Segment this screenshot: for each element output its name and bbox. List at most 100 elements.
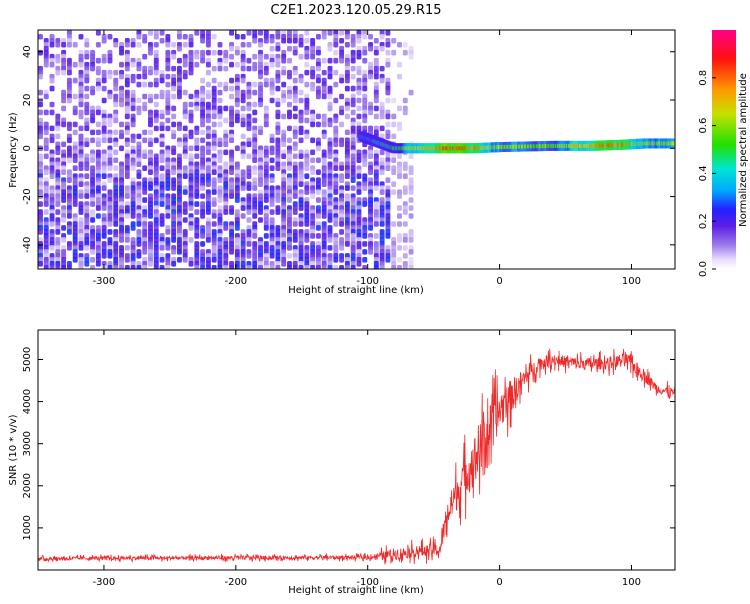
- spectrogram-cell: [217, 97, 223, 104]
- spectrogram-cell: [240, 133, 246, 140]
- snr-plot-area: [38, 330, 675, 570]
- figure-title: C2E1.2023.120.05.29.R15: [270, 3, 441, 18]
- spectrogram-cell: [379, 77, 385, 84]
- spectrogram-cell: [327, 217, 333, 223]
- spectrogram-cell: [55, 41, 61, 48]
- spectrogram-cell: [281, 97, 287, 104]
- spectrogram-cell: [124, 213, 130, 219]
- spectrogram-cell: [333, 49, 339, 56]
- snr-y-label: SNR (10 * v/v): [8, 414, 19, 485]
- spectrogram-x-ticks: -300 -200 -100 0 100: [93, 30, 641, 287]
- spectrogram-cell: [240, 105, 246, 112]
- spectrogram-cell: [240, 121, 246, 128]
- spectrogram-cell: [61, 265, 67, 269]
- spectrogram-cell: [176, 45, 182, 52]
- spectrogram-cell: [269, 137, 275, 144]
- spectrogram-cell: [119, 49, 124, 56]
- spectrogram-cell: [49, 61, 55, 68]
- spectrogram-cell: [240, 77, 246, 84]
- spectrogram-cell: [385, 165, 391, 172]
- spectrogram-cell: [61, 197, 67, 203]
- spectrogram-cell: [200, 121, 206, 128]
- spectrogram-cell: [211, 65, 217, 72]
- spectrogram-cell: [356, 97, 362, 104]
- colorbar-tick-label: 0.6: [698, 118, 709, 134]
- spectrogram-cell: [229, 169, 235, 175]
- spectrogram-cell: [211, 265, 217, 269]
- spectrogram-cell: [350, 65, 356, 72]
- spectrogram-cell: [43, 201, 49, 207]
- spectrogram-cell: [130, 105, 136, 112]
- spectrogram-cell: [315, 233, 321, 239]
- spectrogram-cell: [43, 129, 49, 136]
- spectrogram-cell: [234, 117, 240, 124]
- colorbar-tick-label: 0.8: [698, 70, 709, 86]
- spectrogram-cell: [385, 233, 391, 239]
- spectrogram-cell: [310, 193, 316, 199]
- spectrogram-cell: [38, 101, 43, 108]
- spectrogram-cell: [84, 245, 90, 251]
- spectrogram-cell: [159, 157, 165, 164]
- spectrogram-cell: [246, 209, 252, 215]
- spectrogram-cell: [165, 213, 171, 219]
- spectrogram-cell: [107, 265, 113, 269]
- spectrogram-cell: [211, 169, 217, 175]
- spectrogram-cell: [234, 197, 240, 203]
- spectrogram-cell: [275, 165, 281, 172]
- spectrogram-cell: [217, 157, 223, 164]
- spectrogram-cell: [344, 77, 350, 84]
- spectrogram-cell: [339, 177, 345, 183]
- spectrogram-cell: [275, 45, 281, 52]
- spectrogram-cell: [90, 129, 96, 136]
- spectrogram-cell: [159, 265, 165, 269]
- spectrogram-cell: [223, 65, 229, 72]
- y-tick-label: 1000: [22, 515, 33, 540]
- spectrogram-cell: [95, 129, 101, 136]
- spectrogram-cell: [246, 30, 252, 36]
- spectrogram-cell: [397, 257, 402, 263]
- spectrogram-cell: [315, 197, 321, 203]
- spectrogram-cell: [165, 41, 171, 48]
- spectrogram-cell: [368, 153, 373, 160]
- spectrogram-cell: [385, 97, 391, 104]
- spectrogram-cell: [95, 69, 101, 76]
- spectrogram-cell: [107, 121, 113, 128]
- spectrogram-cell: [315, 189, 321, 195]
- spectrogram-cell: [182, 173, 188, 179]
- spectrogram-cell: [397, 153, 402, 160]
- spectrogram-cell: [356, 69, 362, 76]
- spectrogram-cell: [321, 133, 327, 140]
- spectrogram-cell: [200, 129, 206, 136]
- spectrogram-cell: [119, 237, 124, 243]
- spectrogram-cell: [333, 257, 339, 263]
- spectrogram-cell: [258, 265, 263, 269]
- spectrogram-cell: [205, 61, 211, 68]
- colorbar-tick-label: 0.2: [698, 213, 709, 229]
- spectrogram-cell: [298, 153, 304, 160]
- spectrogram-cell: [217, 113, 223, 120]
- spectrogram-cell: [188, 145, 194, 152]
- snr-x-ticks: -300 -200 -100 0 100: [93, 330, 641, 588]
- spectrogram-cell: [84, 85, 90, 92]
- spectrogram-cell: [43, 169, 49, 175]
- spectrogram-cell: [194, 105, 200, 112]
- spectrogram-cell: [205, 93, 211, 100]
- spectrogram-cell: [223, 57, 229, 64]
- spectrogram-cell: [344, 241, 350, 247]
- spectrogram-cell: [136, 109, 142, 116]
- spectrogram-cell: [391, 157, 397, 164]
- spectrogram-cell: [217, 197, 223, 203]
- spectrogram-cell: [379, 189, 385, 195]
- spectrogram-cell: [408, 265, 414, 269]
- spectrogram-cell: [113, 117, 119, 124]
- spectrogram-cell: [298, 97, 304, 104]
- spectrogram-cell: [229, 265, 235, 269]
- spectrogram-cell: [211, 113, 217, 120]
- spectrogram-cell: [362, 265, 368, 269]
- spectrogram-cell: [205, 81, 211, 88]
- spectrogram-cell: [304, 133, 310, 140]
- spectrogram-cell: [211, 77, 217, 84]
- spectrogram-cell: [304, 37, 310, 44]
- spectrogram-cell: [379, 221, 385, 227]
